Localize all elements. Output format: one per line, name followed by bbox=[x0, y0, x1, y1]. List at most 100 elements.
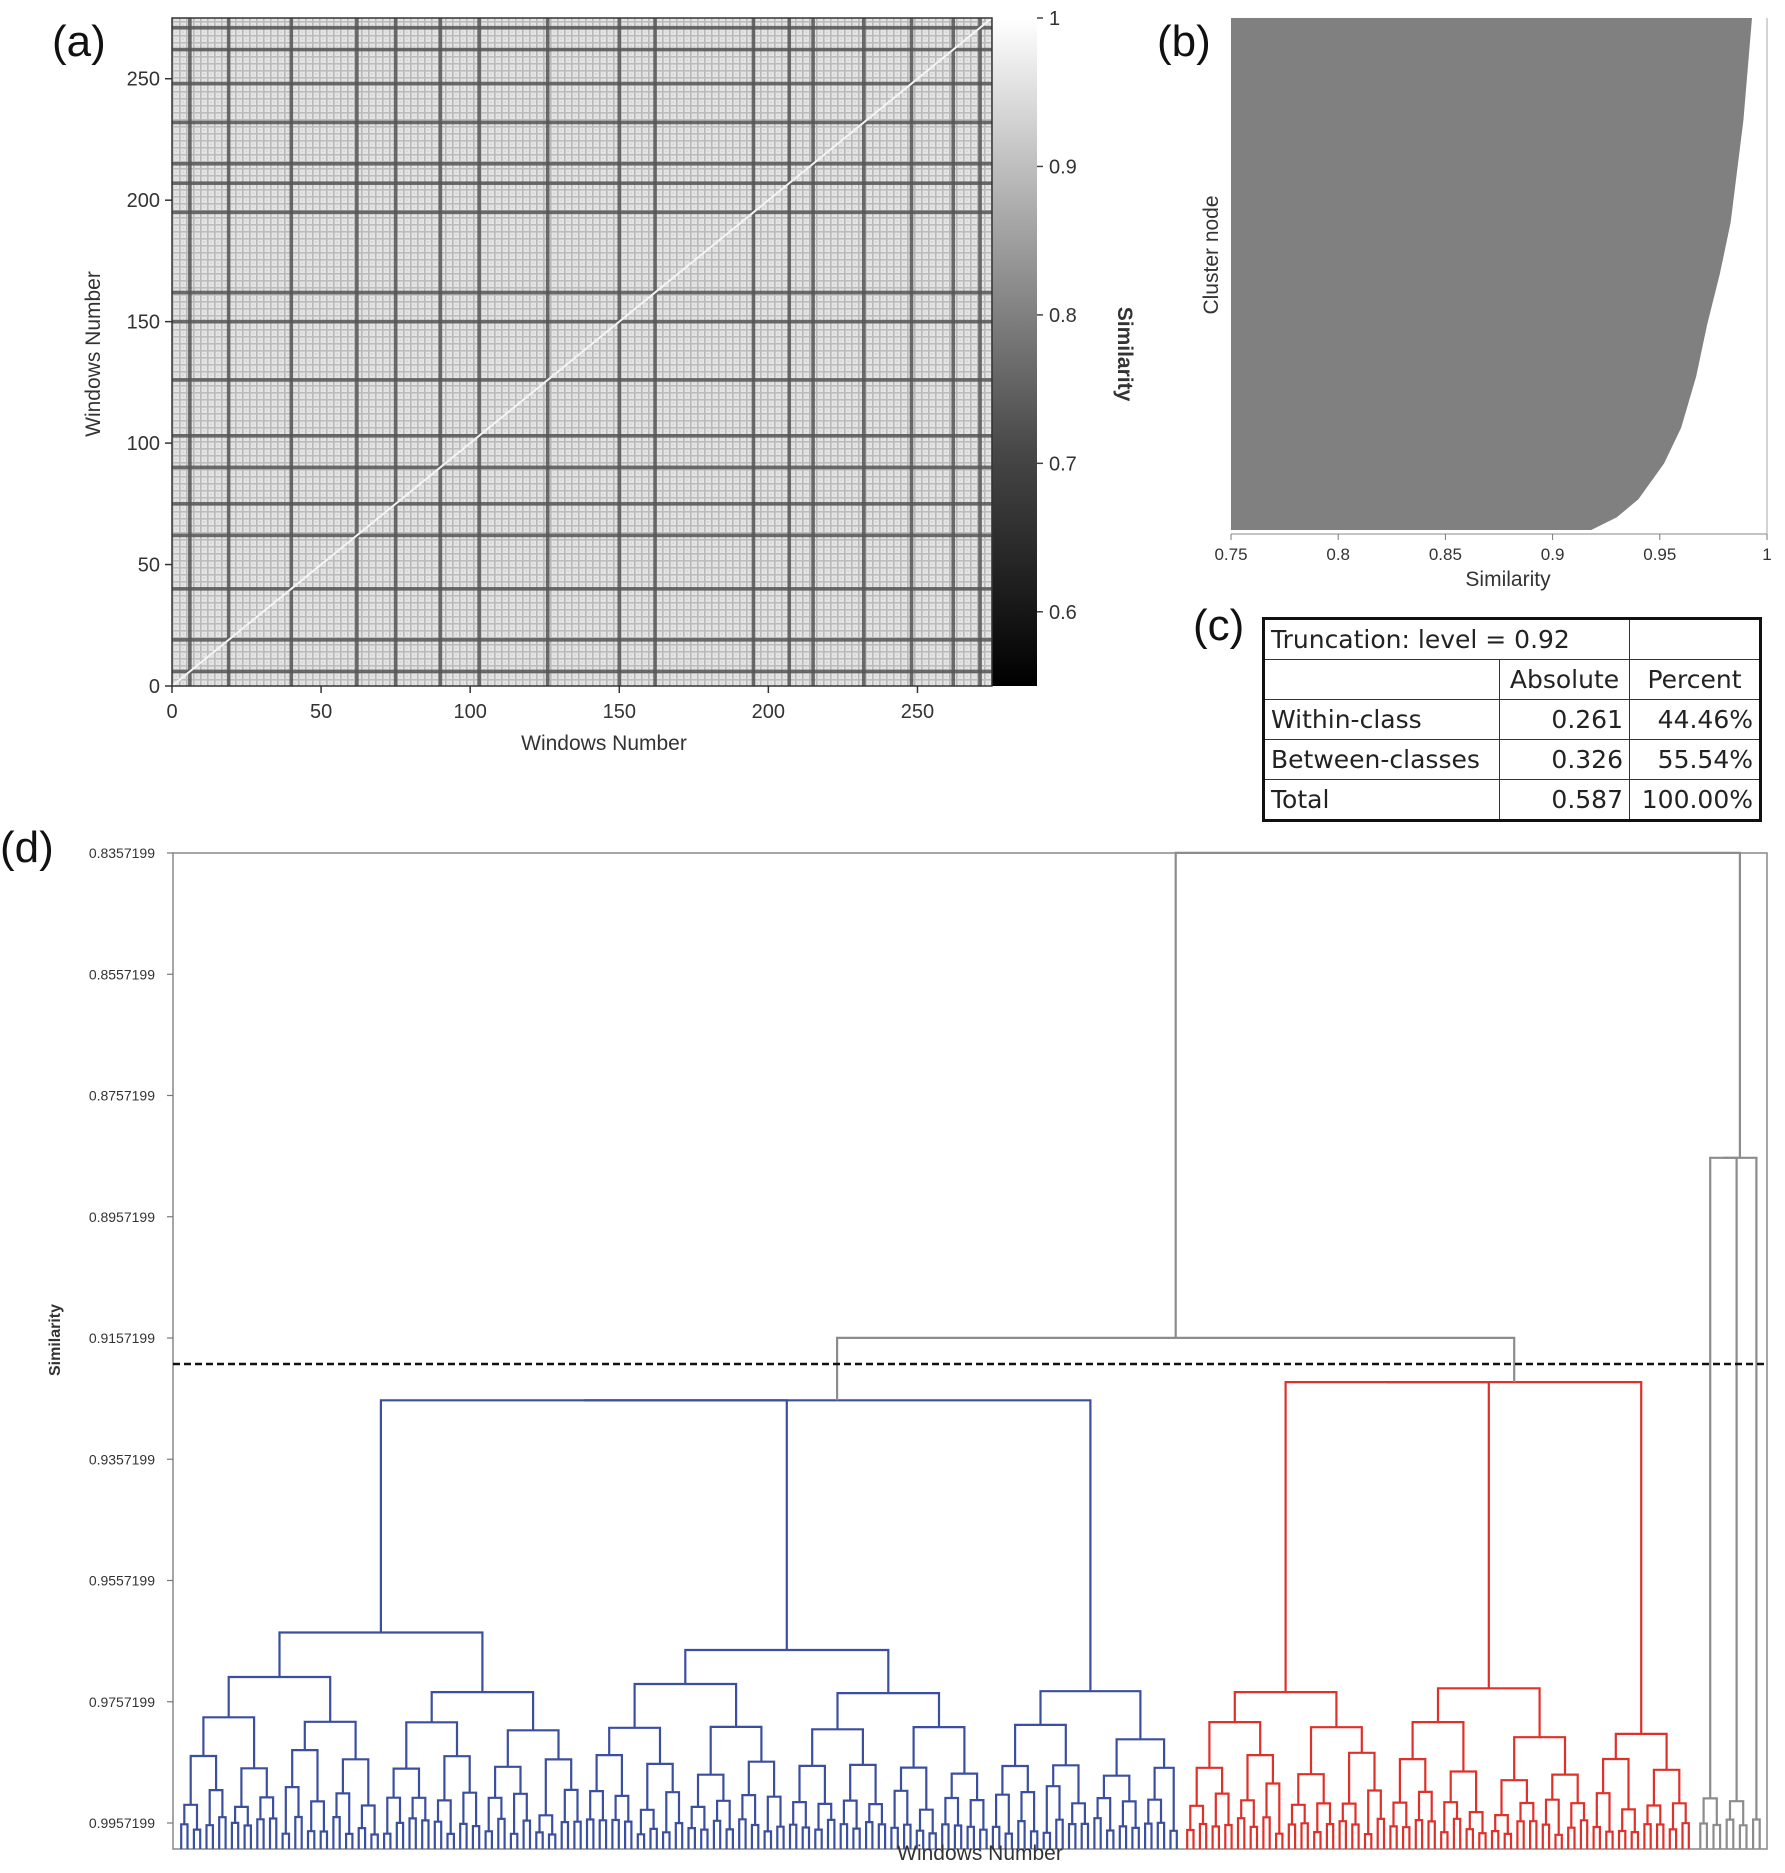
dendrogram-link bbox=[665, 1791, 681, 1833]
cluster-node-x-tick-label: 0.8 bbox=[1326, 545, 1350, 564]
dendrogram-link bbox=[1045, 1785, 1061, 1833]
dendrogram-link bbox=[180, 1823, 189, 1847]
cluster-node-x-tick-label: 0.95 bbox=[1643, 545, 1676, 564]
dendrogram-link bbox=[608, 1726, 662, 1764]
dendrogram-link bbox=[1316, 1802, 1332, 1833]
dendrogram-link bbox=[1144, 1822, 1153, 1847]
dendrogram-link bbox=[1156, 1821, 1166, 1847]
dendrogram-link bbox=[1240, 1799, 1255, 1827]
dendrogram-link bbox=[636, 1833, 646, 1847]
dendrogram-link bbox=[1389, 1825, 1398, 1847]
heatmap-dark-band-vertical bbox=[393, 18, 398, 686]
dendrogram-link bbox=[560, 1821, 570, 1847]
dendrogram-link bbox=[1096, 1797, 1112, 1831]
dendrogram-link bbox=[1246, 1754, 1274, 1801]
cluster-node-x-tick-label: 0.75 bbox=[1214, 545, 1247, 564]
table-row: Between-classes 0.326 55.54% bbox=[1263, 739, 1761, 780]
dendrogram-link bbox=[1131, 1826, 1140, 1847]
dendrogram-link bbox=[969, 1799, 985, 1830]
table-blank-cell bbox=[1629, 618, 1761, 660]
heatmap-dark-band-vertical bbox=[951, 18, 956, 686]
dendrogram-link bbox=[1544, 1798, 1560, 1835]
heatmap-dark-band-vertical bbox=[787, 18, 792, 686]
dendrogram-link bbox=[230, 1821, 240, 1847]
dendrogram-link bbox=[1014, 1723, 1067, 1766]
dendrogram-link bbox=[1052, 1764, 1080, 1804]
dendrogram-link bbox=[240, 1767, 268, 1807]
dendrogram-link bbox=[1093, 1817, 1102, 1847]
dendrogram-link bbox=[1554, 1833, 1563, 1847]
heatmap-dark-band-horizontal bbox=[172, 378, 992, 382]
heatmap-dark-band-vertical bbox=[861, 18, 866, 686]
dendrogram-link bbox=[522, 1819, 532, 1847]
heatmap-dark-band-horizontal bbox=[172, 533, 992, 538]
dendrogram-link bbox=[291, 1749, 319, 1802]
heatmap-dark-band-horizontal bbox=[172, 81, 992, 86]
table-row-label: Total bbox=[1263, 779, 1500, 821]
colorbar bbox=[992, 18, 1037, 686]
colorbar-tick-label: 0.7 bbox=[1049, 453, 1077, 475]
dendrogram-link bbox=[776, 1825, 785, 1847]
dendrogram-link bbox=[1121, 1800, 1137, 1828]
dendrogram-link bbox=[1643, 1823, 1652, 1847]
cluster-node-x-tick-label: 0.9 bbox=[1541, 545, 1565, 564]
dendrogram-link bbox=[1224, 1823, 1233, 1847]
heatmap-x-tick-label: 100 bbox=[453, 701, 486, 723]
heatmap-dark-band-vertical bbox=[545, 18, 550, 686]
dendrogram-link bbox=[624, 1820, 633, 1847]
dendrogram-link bbox=[1080, 1822, 1090, 1847]
heatmap-y-tick-label: 0 bbox=[149, 676, 160, 698]
dendrogram-link bbox=[738, 1818, 747, 1847]
dendrogram-link bbox=[1411, 1721, 1465, 1772]
dendrogram-link bbox=[1398, 1758, 1427, 1803]
heatmap-x-tick-label: 150 bbox=[603, 701, 636, 723]
dendrogram-link bbox=[836, 1692, 941, 1730]
heatmap-dark-band-horizontal bbox=[172, 120, 992, 125]
dendrogram-link bbox=[662, 1831, 671, 1847]
dendrogram-link bbox=[1147, 1798, 1163, 1824]
dendrogram-link bbox=[712, 1819, 722, 1847]
dendrogram-link bbox=[1646, 1804, 1662, 1825]
dendrogram-link bbox=[1153, 1766, 1175, 1831]
heatmap-dark-band-horizontal bbox=[172, 587, 992, 591]
dendrogram-link bbox=[1039, 1690, 1142, 1740]
dendrogram-y-tick-label: 0.8357199 bbox=[89, 845, 155, 861]
dendrogram-link bbox=[950, 1772, 979, 1801]
dendrogram-link bbox=[716, 1799, 731, 1830]
dendrogram-link bbox=[360, 1804, 376, 1835]
table-cell-percent: 100.00% bbox=[1629, 779, 1761, 821]
heatmap-dark-band-horizontal bbox=[172, 210, 992, 215]
dendrogram-link bbox=[462, 1791, 478, 1827]
dendrogram-link bbox=[763, 1830, 773, 1847]
heatmap-y-tick-label: 200 bbox=[127, 190, 160, 212]
dendrogram-link bbox=[1516, 1820, 1525, 1847]
dendrogram-link bbox=[1071, 1802, 1086, 1825]
dendrogram-link bbox=[1681, 1822, 1690, 1847]
dendrogram-link bbox=[1728, 1800, 1745, 1826]
dendrogram-link bbox=[1427, 1820, 1436, 1847]
dendrogram-link bbox=[649, 1827, 658, 1847]
dendrogram-link bbox=[341, 1758, 370, 1806]
heatmap-y-tick-label: 250 bbox=[127, 69, 160, 91]
dendrogram-link bbox=[1211, 1825, 1220, 1847]
dendrogram-link bbox=[1465, 1828, 1474, 1847]
dendrogram-link bbox=[788, 1823, 798, 1847]
dendrogram-link bbox=[509, 1832, 519, 1847]
dendrogram-link bbox=[513, 1792, 528, 1834]
dendrogram-link bbox=[563, 1788, 579, 1823]
dendrogram-link bbox=[370, 1833, 379, 1847]
dendrogram-link bbox=[1449, 1770, 1478, 1813]
dendrogram-link bbox=[1118, 1825, 1128, 1847]
heatmap-dark-band-horizontal bbox=[172, 181, 992, 185]
heatmap-dark-band-vertical bbox=[188, 18, 192, 686]
dendrogram-link bbox=[538, 1814, 554, 1835]
dendrogram-link bbox=[494, 1765, 522, 1798]
dendrogram-link bbox=[1236, 1817, 1246, 1847]
cluster-node-x-tick-label: 1 bbox=[1762, 545, 1771, 564]
dendrogram-link bbox=[817, 1802, 833, 1830]
heatmap-dark-band-horizontal bbox=[172, 161, 992, 166]
dendrogram-link bbox=[192, 1828, 202, 1847]
panel-label-b: (b) bbox=[1157, 17, 1211, 66]
dendrogram-link bbox=[696, 1773, 725, 1807]
dendrogram-link bbox=[633, 1682, 738, 1728]
